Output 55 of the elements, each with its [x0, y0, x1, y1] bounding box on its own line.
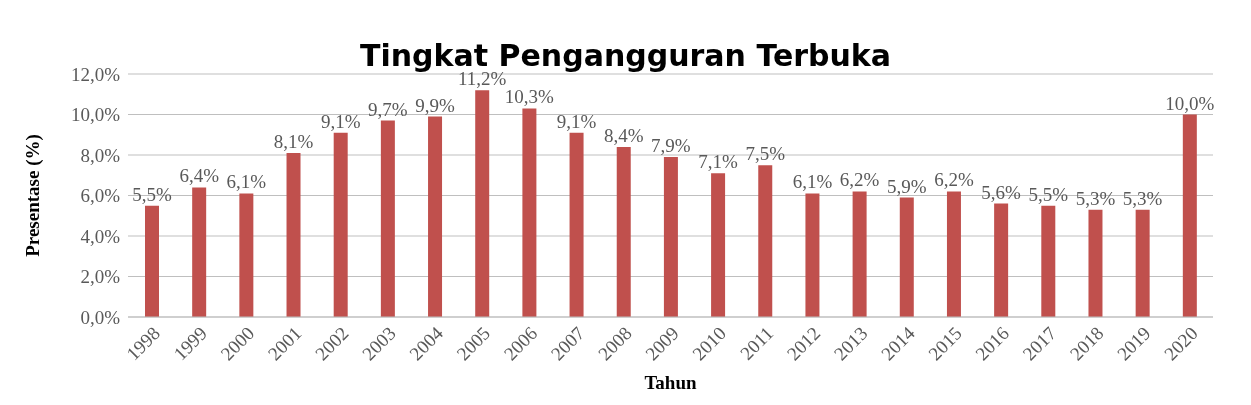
- data-label: 5,3%: [1075, 187, 1116, 209]
- data-label: 10,3%: [504, 86, 555, 108]
- bar: [758, 165, 773, 317]
- data-label: 9,1%: [556, 110, 597, 132]
- bar: [475, 90, 490, 317]
- bar: [239, 193, 254, 317]
- data-label: 10,0%: [1165, 92, 1215, 114]
- bar: [899, 197, 914, 317]
- data-label: 8,1%: [273, 130, 314, 152]
- bar: [805, 193, 820, 317]
- y-tick-label: 4,0%: [80, 225, 121, 247]
- y-tick-label: 10,0%: [70, 104, 121, 126]
- bar: [1182, 114, 1197, 317]
- data-label: 7,9%: [651, 135, 691, 157]
- data-label: 8,4%: [603, 124, 644, 146]
- y-tick-label: 2,0%: [80, 266, 121, 288]
- y-tick-label: 12,0%: [70, 63, 121, 85]
- bar: [145, 205, 159, 317]
- bar: [333, 132, 348, 317]
- data-label: 6,2%: [934, 169, 974, 191]
- bar: [522, 108, 537, 317]
- bar: [946, 191, 961, 317]
- data-label: 9,1%: [320, 110, 361, 132]
- y-axis-title: Presentase (%): [21, 134, 44, 257]
- y-tick-label: 8,0%: [80, 144, 121, 166]
- data-label: 7,5%: [745, 143, 786, 165]
- bar: [569, 132, 584, 317]
- bar: [1041, 205, 1056, 317]
- data-label: 6,1%: [792, 171, 833, 193]
- data-label: 5,5%: [132, 183, 172, 205]
- data-label: 5,3%: [1122, 187, 1163, 209]
- bar: [380, 120, 395, 317]
- bar: [711, 173, 726, 317]
- bar: [192, 187, 207, 317]
- data-label: 5,5%: [1028, 183, 1069, 205]
- data-label: 9,7%: [368, 98, 408, 120]
- bar: [1088, 209, 1103, 317]
- data-label: 9,9%: [415, 94, 455, 116]
- data-label: 5,9%: [886, 175, 927, 197]
- bar: [616, 146, 631, 317]
- data-label: 7,1%: [698, 151, 739, 173]
- bar: [286, 152, 301, 317]
- bar: [663, 157, 678, 317]
- data-label: 6,2%: [839, 169, 880, 191]
- x-tick-label: 1999: [169, 322, 212, 365]
- bar: [1135, 209, 1150, 317]
- y-tick-label: 0,0%: [80, 306, 121, 328]
- data-label: 5,6%: [981, 181, 1022, 203]
- bar: [428, 116, 443, 317]
- bar: [852, 191, 867, 317]
- y-tick-label: 6,0%: [80, 185, 121, 207]
- bar: [994, 203, 1009, 317]
- x-axis-title: Tahun: [644, 372, 697, 393]
- data-label: 6,4%: [179, 165, 220, 187]
- data-label: 6,1%: [226, 171, 267, 193]
